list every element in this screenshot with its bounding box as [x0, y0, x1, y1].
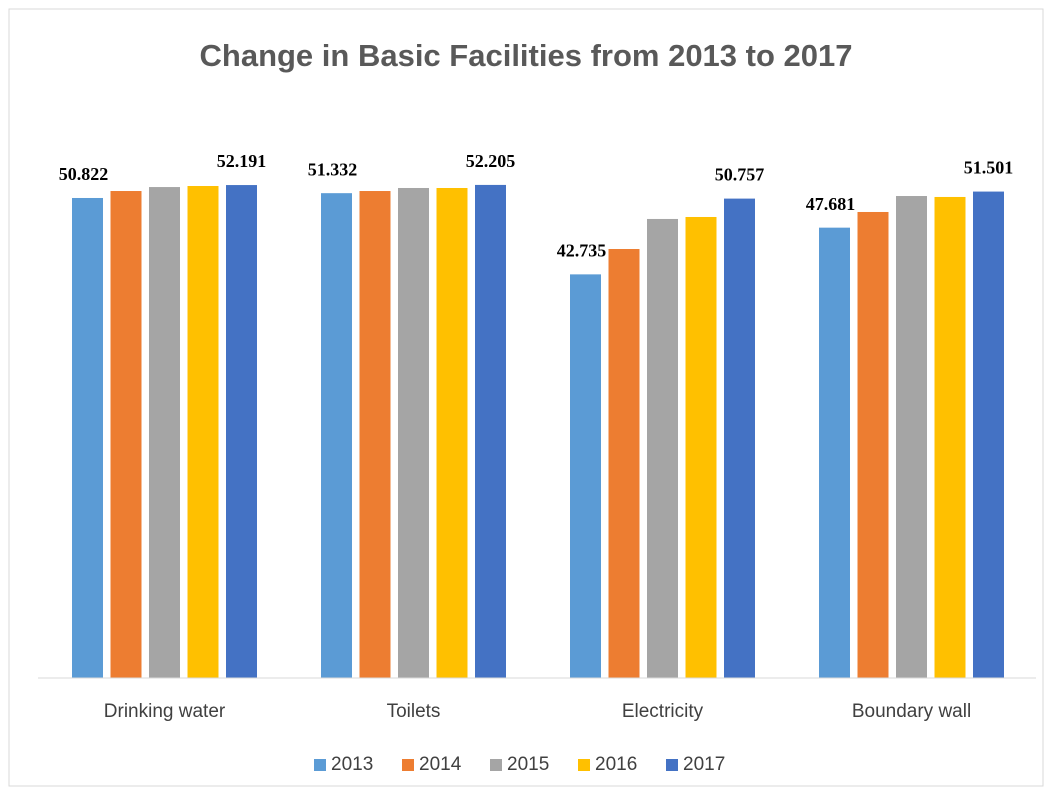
bar	[226, 185, 257, 678]
bar	[857, 211, 889, 678]
bar	[819, 227, 850, 678]
data-label: 51.332	[308, 159, 358, 179]
data-label: 52.205	[466, 151, 516, 171]
legend-label: 2015	[507, 754, 549, 775]
legend-swatch	[490, 759, 502, 771]
bar	[359, 191, 391, 678]
legend-label: 2016	[595, 754, 637, 775]
bar	[647, 218, 678, 678]
x-tick-label: Toilets	[387, 701, 441, 722]
bar	[110, 191, 142, 678]
bar	[724, 198, 755, 678]
legend-label: 2014	[419, 754, 462, 775]
data-label: 50.822	[59, 164, 109, 184]
x-tick-label: Drinking water	[104, 701, 226, 722]
bar	[685, 216, 717, 678]
bar	[973, 191, 1004, 678]
legend-label: 2013	[331, 754, 373, 775]
bar	[149, 187, 180, 679]
bar	[608, 249, 640, 678]
x-tick-label: Electricity	[622, 701, 704, 722]
bar	[187, 186, 219, 678]
chart-title: Change in Basic Facilities from 2013 to …	[200, 38, 853, 73]
bar	[570, 274, 601, 678]
bar	[475, 184, 506, 679]
x-tick-label: Boundary wall	[852, 701, 971, 722]
data-label: 52.191	[217, 151, 267, 171]
bar	[896, 196, 927, 678]
data-label: 50.757	[715, 165, 765, 185]
bar	[72, 197, 103, 678]
legend-swatch	[402, 759, 414, 771]
legend-swatch	[578, 759, 590, 771]
bar	[321, 193, 352, 679]
bar	[436, 187, 468, 678]
data-label: 51.501	[964, 158, 1014, 178]
legend-swatch	[314, 759, 326, 771]
legend-label: 2017	[683, 754, 725, 775]
data-label: 47.681	[806, 194, 856, 214]
legend-swatch	[666, 759, 678, 771]
bar	[934, 196, 966, 678]
data-label: 42.735	[557, 240, 607, 260]
bar	[398, 187, 429, 678]
